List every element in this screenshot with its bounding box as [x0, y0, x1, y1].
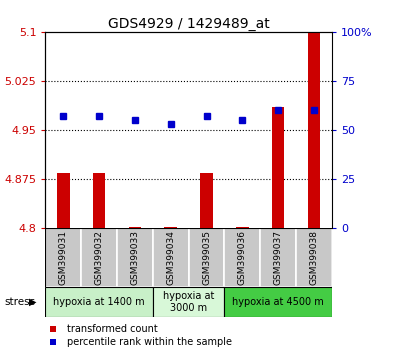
Text: GSM399033: GSM399033 — [130, 230, 139, 285]
Bar — [272, 107, 284, 228]
Bar — [260, 228, 296, 287]
Bar — [224, 287, 332, 317]
Bar — [117, 228, 153, 287]
Text: GSM399036: GSM399036 — [238, 230, 247, 285]
Bar — [45, 287, 153, 317]
Bar — [93, 173, 105, 228]
Text: hypoxia at 4500 m: hypoxia at 4500 m — [232, 297, 324, 307]
Bar — [153, 287, 224, 317]
Legend: transformed count, percentile rank within the sample: transformed count, percentile rank withi… — [42, 324, 233, 348]
Bar — [81, 228, 117, 287]
Text: GSM399032: GSM399032 — [95, 230, 103, 285]
Bar — [224, 228, 260, 287]
Text: hypoxia at 1400 m: hypoxia at 1400 m — [53, 297, 145, 307]
Text: GSM399038: GSM399038 — [309, 230, 318, 285]
Bar — [236, 227, 248, 228]
Bar — [308, 32, 320, 228]
Bar — [296, 228, 332, 287]
Bar — [164, 227, 177, 228]
Text: ▶: ▶ — [29, 297, 36, 307]
Text: GSM399031: GSM399031 — [59, 230, 68, 285]
Bar — [129, 227, 141, 228]
Bar — [189, 228, 224, 287]
Text: GSM399037: GSM399037 — [274, 230, 282, 285]
Text: GSM399034: GSM399034 — [166, 230, 175, 285]
Text: stress: stress — [4, 297, 35, 307]
Text: GSM399035: GSM399035 — [202, 230, 211, 285]
Text: hypoxia at
3000 m: hypoxia at 3000 m — [163, 291, 214, 313]
Bar — [153, 228, 189, 287]
Title: GDS4929 / 1429489_at: GDS4929 / 1429489_at — [108, 17, 269, 31]
Bar — [45, 228, 81, 287]
Bar — [200, 173, 213, 228]
Bar — [57, 173, 70, 228]
